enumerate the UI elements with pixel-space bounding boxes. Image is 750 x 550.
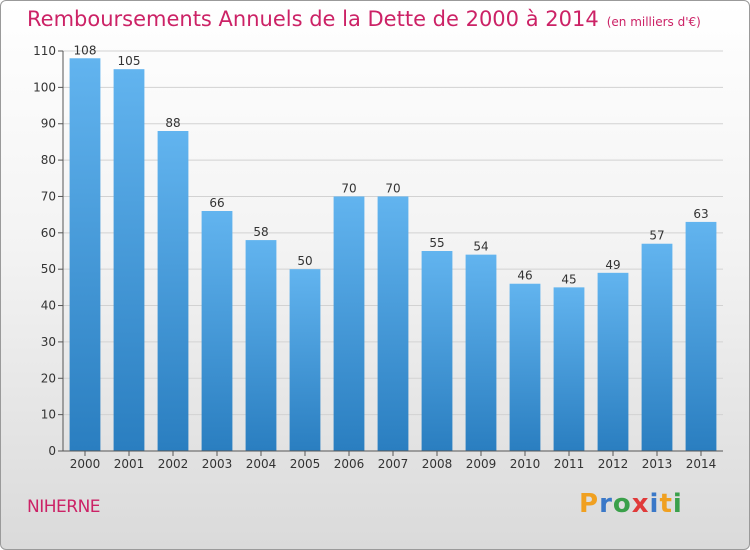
bar-value-label: 50	[297, 254, 312, 268]
x-tick-label: 2001	[114, 457, 145, 471]
bar	[245, 240, 277, 451]
x-tick-label: 2005	[290, 457, 321, 471]
y-tick-label: 10	[41, 408, 56, 422]
logo-letter: i	[672, 489, 683, 519]
bar	[69, 58, 101, 451]
y-tick-label: 60	[41, 226, 56, 240]
bar	[289, 269, 321, 451]
y-tick-label: 50	[41, 262, 56, 276]
bar-value-label: 58	[253, 225, 268, 239]
bar	[377, 196, 409, 451]
bar-value-label: 108	[74, 43, 97, 57]
bar-value-label: 105	[118, 54, 141, 68]
labels: 0 10 20 30 40 50 60 70 80 90 100 110 108 2000 105 2001 8…	[33, 43, 716, 471]
x-tick-label: 2004	[246, 457, 277, 471]
x-tick-label: 2008	[422, 457, 453, 471]
bar	[641, 243, 673, 451]
x-tick-label: 2000	[70, 457, 101, 471]
bar-value-label: 66	[209, 196, 224, 210]
bar	[333, 196, 365, 451]
chart-title: Remboursements Annuels de la Dette de 20…	[27, 7, 599, 31]
y-tick-label: 70	[41, 189, 56, 203]
y-tick-label: 20	[41, 371, 56, 385]
bar	[421, 251, 453, 451]
bar	[465, 254, 497, 451]
bar-value-label: 70	[385, 181, 400, 195]
bar	[685, 221, 717, 451]
bars	[69, 58, 717, 451]
bar-value-label: 57	[649, 229, 664, 243]
x-tick-label: 2003	[202, 457, 233, 471]
x-tick-label: 2006	[334, 457, 365, 471]
x-tick-label: 2014	[686, 457, 717, 471]
bar	[553, 287, 585, 451]
bar-value-label: 88	[165, 116, 180, 130]
bar-value-label: 70	[341, 181, 356, 195]
logo-letter: P	[579, 489, 600, 519]
chart-title-block: Remboursements Annuels de la Dette de 20…	[27, 7, 701, 31]
bar	[113, 69, 145, 451]
y-tick-label: 110	[33, 44, 56, 58]
x-tick-label: 2011	[554, 457, 585, 471]
x-tick-label: 2013	[642, 457, 673, 471]
bar	[509, 283, 541, 451]
logo-letter: i	[649, 489, 660, 519]
bar	[201, 211, 233, 451]
logo-letter: o	[612, 489, 632, 519]
bar-value-label: 54	[473, 240, 488, 254]
axes	[58, 50, 723, 456]
bar	[157, 131, 189, 451]
bar-value-label: 63	[693, 207, 708, 221]
proxiti-logo: Proxiti	[579, 489, 683, 519]
y-tick-label: 100	[33, 80, 56, 94]
y-tick-label: 90	[41, 117, 56, 131]
y-tick-label: 30	[41, 335, 56, 349]
bar-value-label: 46	[517, 269, 532, 283]
logo-letter: r	[599, 489, 613, 519]
x-tick-label: 2007	[378, 457, 409, 471]
x-tick-label: 2010	[510, 457, 541, 471]
y-tick-label: 0	[48, 444, 56, 458]
x-tick-label: 2012	[598, 457, 629, 471]
bar	[597, 272, 629, 451]
x-tick-label: 2009	[466, 457, 497, 471]
y-tick-label: 80	[41, 153, 56, 167]
bar-value-label: 49	[605, 258, 620, 272]
bar-value-label: 55	[429, 236, 444, 250]
logo-letter: t	[659, 489, 673, 519]
unit-note: (en milliers d'€)	[606, 15, 701, 29]
commune-name: NIHERNE	[27, 497, 101, 517]
y-tick-label: 40	[41, 299, 56, 313]
bar-value-label: 45	[561, 272, 576, 286]
x-tick-label: 2002	[158, 457, 189, 471]
logo-letter: x	[631, 489, 650, 519]
